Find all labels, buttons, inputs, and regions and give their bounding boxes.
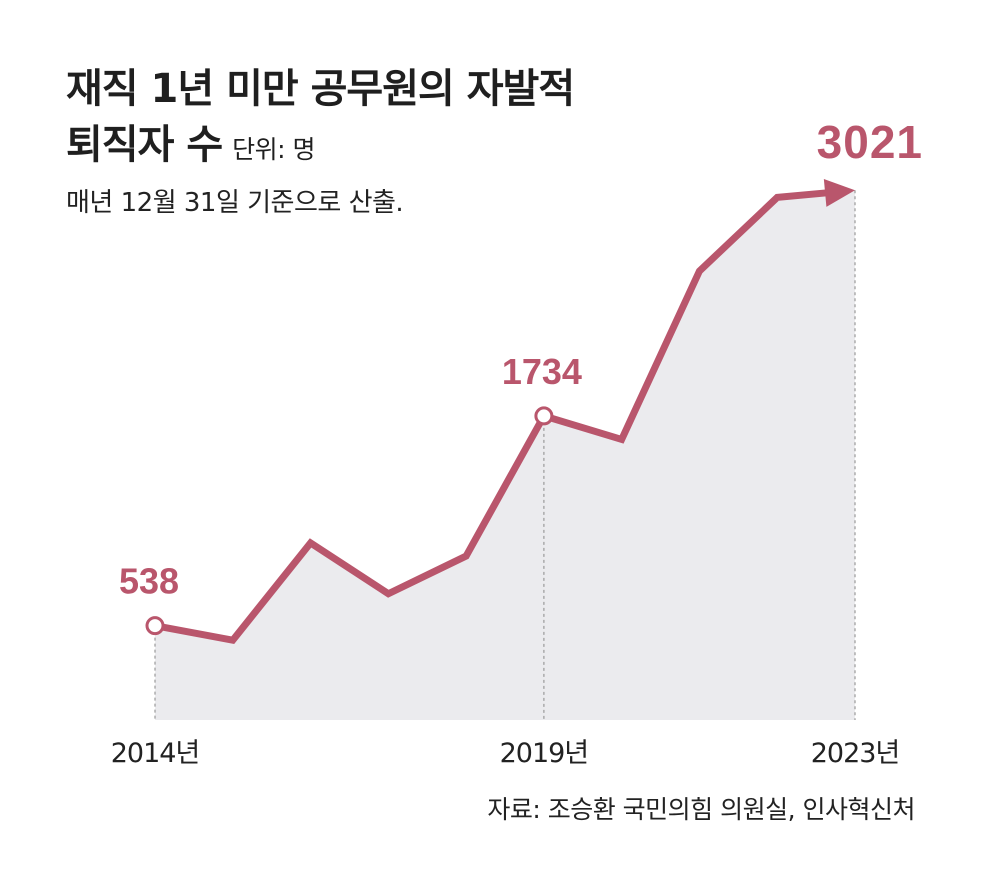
area-fill [155,190,855,720]
x-tick-label-2014: 2014년 [111,738,200,769]
marker-2014 [145,616,165,636]
chart-subtitle: 매년 12월 31일 기준으로 산출. [66,188,404,218]
x-tick-label-2023: 2023년 [811,738,900,769]
value-label-2014: 538 [119,561,179,602]
arrowhead [823,179,855,207]
unit-label: 단위: 명 [232,135,316,164]
value-label-2019: 1734 [502,351,582,392]
source-note: 자료: 조승환 국민의힘 의원실, 인사혁신처 [487,795,915,824]
chart-title-text: 퇴직자 수 [66,122,223,168]
marker-2019 [534,406,554,426]
chart-title-line2: 퇴직자 수 단위: 명 [66,112,316,170]
x-tick-label-2019: 2019년 [500,738,589,769]
series-line [154,189,828,645]
chart-title-line1: 재직 1년 미만 공무원의 자발적 [66,66,575,112]
value-label-2023: 3021 [817,116,923,168]
